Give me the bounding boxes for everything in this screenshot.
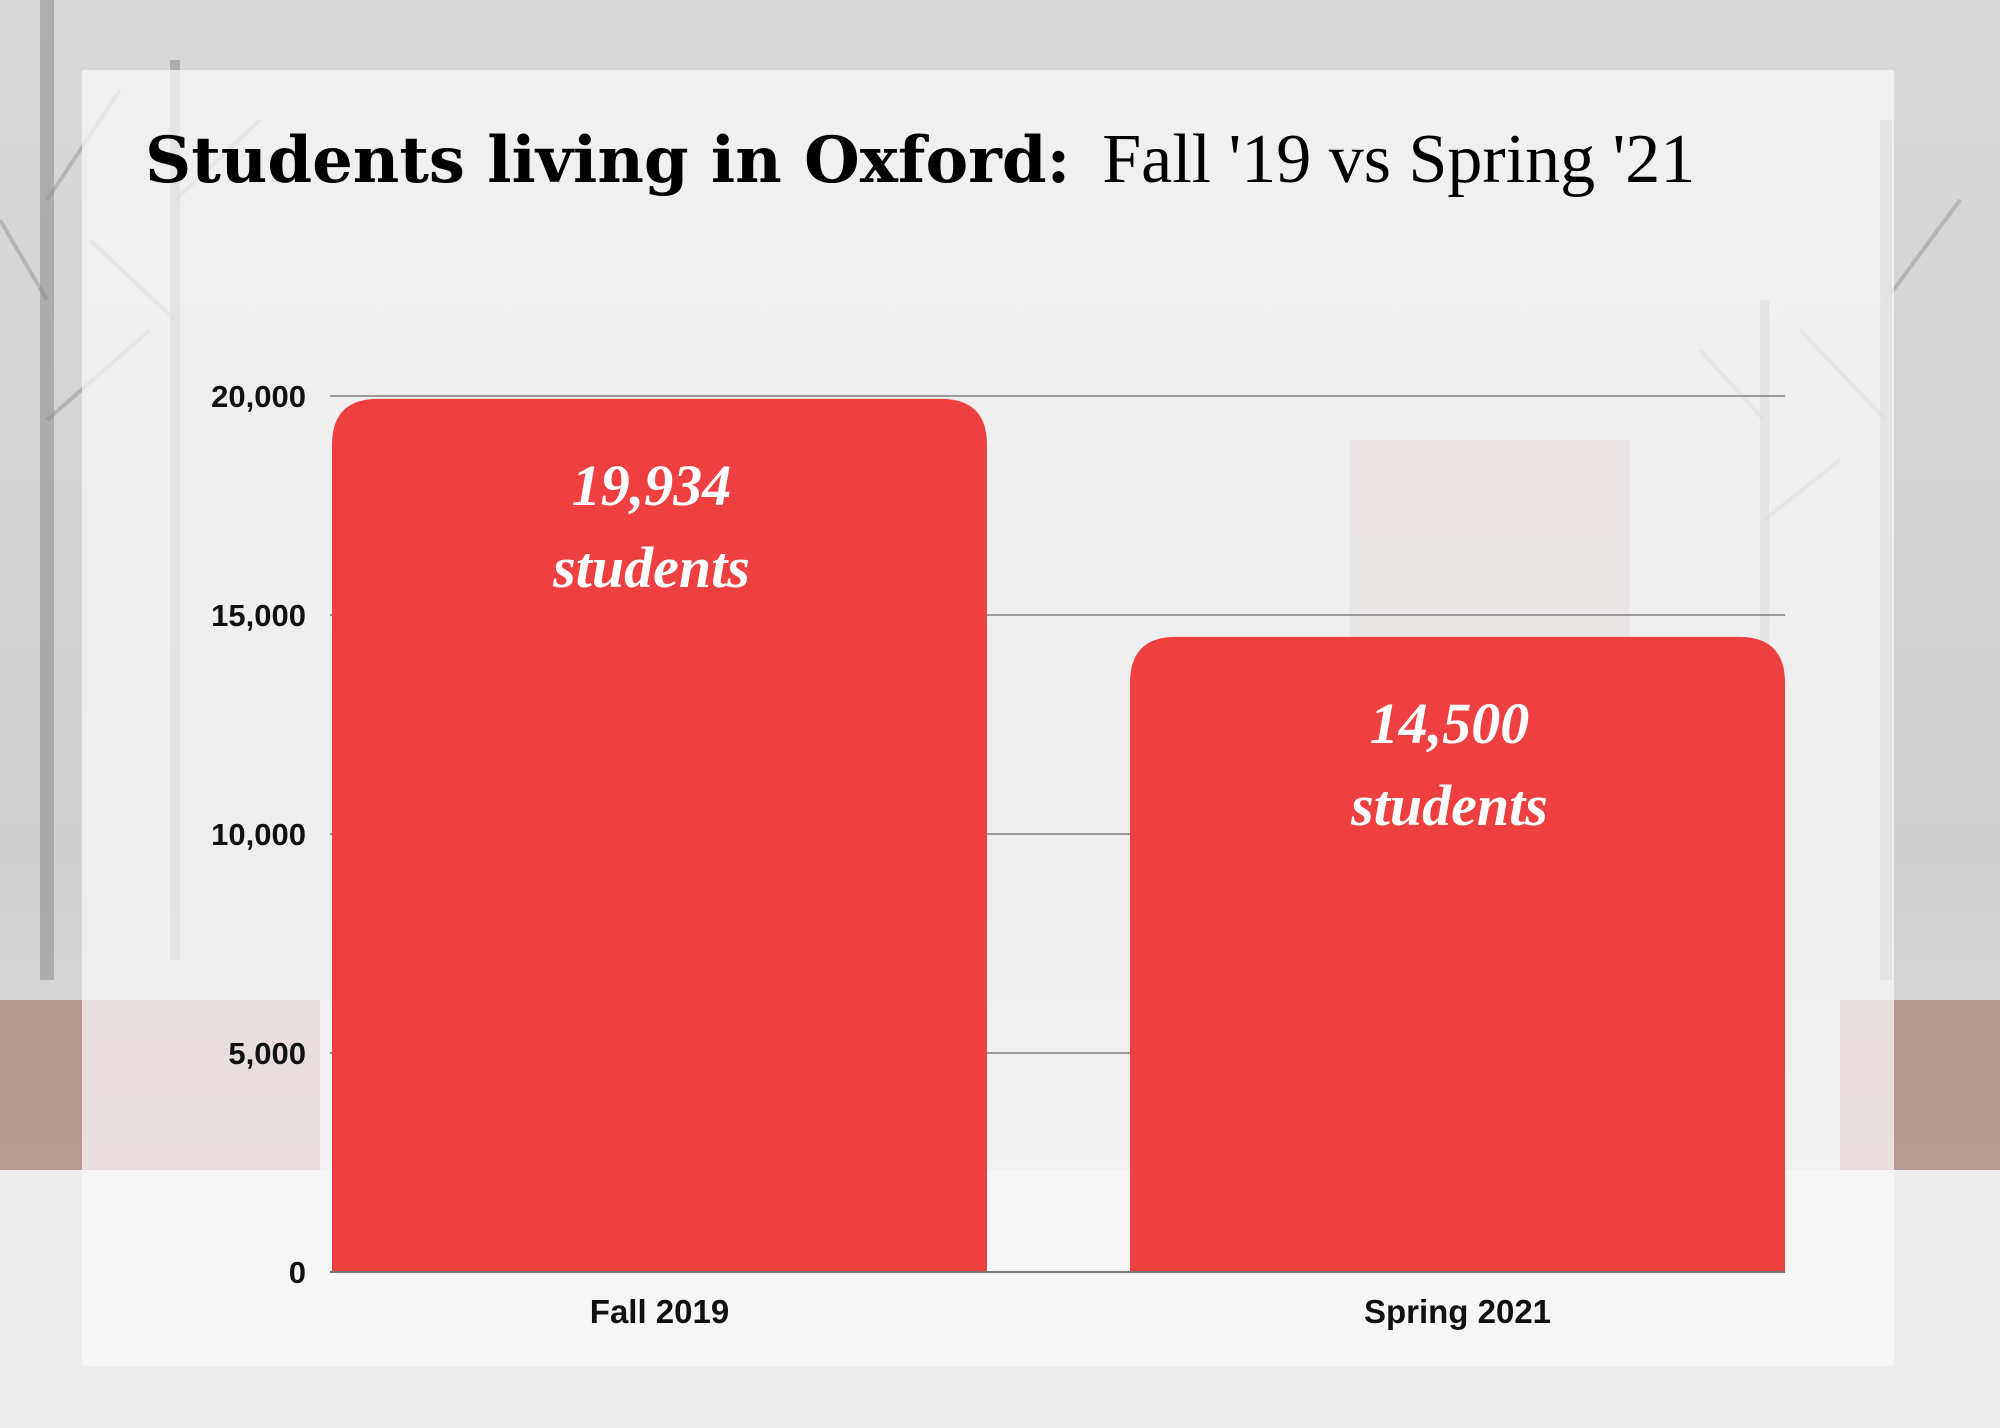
bar-data-label-unit: students [1350, 773, 1548, 838]
y-axis-ticks: 0 5,000 10,000 15,000 20,000 [211, 379, 306, 1290]
bar-data-label-value: 14,500 [1370, 691, 1530, 756]
x-axis-ticks: Fall 2019 Spring 2021 [590, 1293, 1551, 1330]
y-tick-label: 0 [289, 1255, 306, 1290]
chart-title: Students living in Oxford: Fall '19 vs S… [145, 121, 1695, 198]
y-tick-label: 15,000 [211, 598, 306, 633]
x-tick-label: Fall 2019 [590, 1293, 729, 1330]
chart-title-bold: Students living in Oxford: [145, 123, 1070, 198]
bar-data-label-value: 19,934 [572, 453, 732, 518]
chart-title-rest: Fall '19 vs Spring '21 [1102, 121, 1695, 198]
bar [1130, 636, 1785, 1272]
x-tick-label: Spring 2021 [1364, 1293, 1551, 1330]
y-tick-label: 5,000 [228, 1036, 306, 1071]
y-tick-label: 20,000 [211, 379, 306, 414]
bars [332, 398, 1785, 1272]
bar-data-labels: 19,934 students 14,500 students [552, 453, 1548, 838]
y-tick-label: 10,000 [211, 817, 306, 852]
bar [332, 398, 987, 1272]
bar-data-label-unit: students [552, 535, 750, 600]
